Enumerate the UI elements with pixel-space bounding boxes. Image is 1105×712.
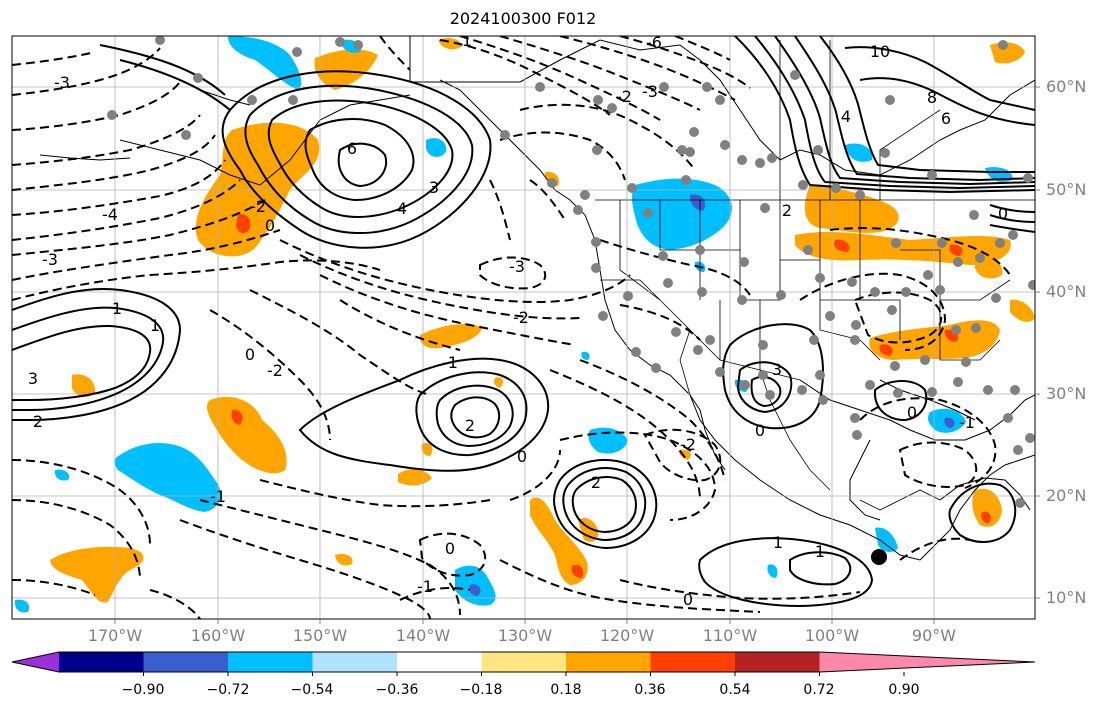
colorbar-segment: [735, 652, 820, 672]
contour-label: 1: [462, 31, 472, 50]
contour-label: 0: [445, 539, 455, 558]
contour-label: 6: [347, 139, 357, 158]
colorbar-tick-label: 0.72: [803, 682, 835, 698]
lon-ticks: [114, 619, 935, 624]
colorbar-segment: [566, 652, 651, 672]
contour-label: 1: [112, 299, 122, 318]
contour-label: 6: [941, 109, 951, 128]
lon-label: 110°W: [702, 626, 758, 645]
contour-label: 3: [772, 360, 782, 379]
contour-label: 0: [683, 590, 693, 609]
colorbar-tick-label: −0.18: [459, 682, 503, 698]
lon-label: 130°W: [497, 626, 553, 645]
colorbar-tick-label: −0.72: [206, 682, 250, 698]
colorbar-segment: [228, 652, 313, 672]
contour-label: -1: [442, 353, 458, 372]
colorbar-tick-label: −0.54: [290, 682, 334, 698]
contour-label: 0: [755, 421, 765, 440]
contour-label: 0: [265, 216, 275, 235]
colorbar-segment: [312, 652, 398, 672]
contour-label: -4: [102, 205, 118, 224]
contour-label: -2: [680, 435, 696, 454]
lat-label: 50°N: [1046, 180, 1087, 199]
lon-label: 170°W: [87, 626, 143, 645]
contour-label: 2: [465, 416, 475, 435]
lon-label: 120°W: [599, 626, 655, 645]
lon-label: 160°W: [190, 626, 246, 645]
contour-label: -2: [513, 308, 529, 327]
lat-label: 10°N: [1046, 588, 1087, 607]
contour-label: 0: [517, 447, 527, 466]
station-markers: [107, 36, 1035, 508]
contour-label: 4: [397, 199, 407, 218]
contour-label: -1: [417, 577, 433, 596]
lat-ticks: [1035, 86, 1040, 599]
lon-label: 100°W: [804, 626, 860, 645]
storm-marker: [871, 549, 887, 565]
contour-label: 0: [245, 345, 255, 364]
contour-label: 8: [927, 88, 937, 107]
colorbar-tick-label: −0.90: [121, 682, 165, 698]
shaded-positive-areas: [50, 38, 1035, 603]
contour-label: 2: [782, 201, 792, 220]
lon-label: 140°W: [395, 626, 451, 645]
lat-label: 40°N: [1046, 282, 1087, 301]
contour-label: 2: [33, 412, 43, 431]
map-frame: [11, 35, 1036, 620]
contour-label: -2: [616, 87, 632, 106]
contour-label: -3: [642, 82, 658, 101]
colorbar-tick-label: 0.18: [550, 682, 582, 698]
contour-label: 10: [870, 42, 890, 61]
colorbar-segment: [397, 652, 482, 672]
shaded-negative-areas: [14, 36, 1013, 613]
colorbar-outline: [11, 651, 1036, 673]
contour-label: 0: [998, 204, 1008, 223]
contour-label: 4: [841, 107, 851, 126]
contour-label: 1: [150, 316, 160, 335]
contour-label: -3: [509, 257, 525, 276]
colorbar-segment: [650, 652, 736, 672]
colorbar-tick-label: 0.54: [719, 682, 751, 698]
contour-label: 0: [907, 403, 917, 422]
colorbar-tick-label: −0.36: [375, 682, 419, 698]
colorbar-arrow-right: [819, 652, 1035, 672]
colorbar: [11, 651, 1036, 676]
contour-label: -3: [42, 250, 58, 269]
contour-label: 2: [591, 473, 601, 492]
contour-label: 3: [28, 369, 38, 388]
contour-label: -1: [959, 413, 975, 432]
colorbar-arrow-left: [12, 652, 59, 672]
contour-label: -6: [646, 33, 662, 52]
contour-label: 3: [429, 178, 439, 197]
contour-label-layer: -3 1 -6 10 8 6 4 -2 2 -3 6 3 4 -2 -4 0 -…: [28, 31, 1008, 609]
contour-label: -2: [250, 197, 266, 216]
lon-label: 90°W: [911, 626, 957, 645]
lat-label: 30°N: [1046, 384, 1087, 403]
colorbar-segment: [143, 652, 229, 672]
contour-label: -3: [54, 73, 70, 92]
lon-label: 150°W: [292, 626, 348, 645]
dashed-contours: [12, 36, 1011, 619]
contour-label: -1: [210, 487, 226, 506]
colorbar-segment: [481, 652, 567, 672]
colorbar-tick-label: 0.36: [634, 682, 666, 698]
colorbar-tick-label: 0.90: [888, 682, 920, 698]
solid-contours: [12, 36, 1035, 608]
lat-label: 20°N: [1046, 486, 1087, 505]
contour-label: 1: [773, 533, 783, 552]
lat-label: 60°N: [1046, 77, 1087, 96]
map-title: 2024100300 F012: [449, 9, 597, 28]
colorbar-segment: [59, 652, 144, 672]
contour-label: 1: [815, 542, 825, 561]
contour-label: -2: [267, 361, 283, 380]
